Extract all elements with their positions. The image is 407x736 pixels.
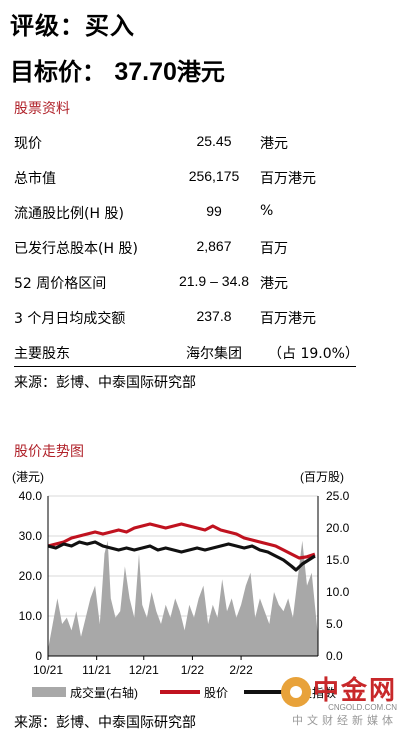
coin-icon: [280, 676, 311, 707]
row-label: 现价: [14, 136, 42, 152]
watermark: 中金网 CNGOLD.COM.CN 中文财经新媒体: [280, 670, 397, 728]
row-label: 流通股比例(H 股): [14, 206, 124, 222]
row-value: 99: [206, 203, 222, 219]
trend-source: 来源：彭博、中泰国际研究部: [14, 715, 196, 731]
rating: 评级：买入: [10, 12, 135, 40]
row-unit: 港元: [260, 276, 288, 292]
axes: 0 10.0 20.0 30.0 40.0 0.0 5.0 10.0 15.0 20.0 25.0 1…: [19, 489, 350, 677]
y-left-tick-label: 10.0: [19, 609, 43, 623]
price-line: [47, 522, 316, 560]
watermark-domain: CNGOLD.COM.CN: [328, 703, 397, 712]
row-unit: 百万港元: [260, 171, 316, 187]
index-line: [47, 540, 316, 572]
legend-label-price: 股价: [204, 686, 228, 700]
legend-swatch-volume: [32, 687, 66, 697]
table-row: 3 个月日均成交额 237.8 百万港元: [14, 300, 360, 335]
row-label: 3 个月日均成交额: [14, 311, 126, 327]
x-tick-label: 11/21: [82, 663, 111, 677]
y-right-tick-label: 0.0: [326, 649, 343, 663]
target-price-value: 37.70: [114, 58, 177, 86]
row-value: 256,175: [188, 168, 240, 184]
x-tick-label: 12/21: [129, 663, 159, 677]
watermark-tagline: 中文财经新媒体: [292, 714, 397, 727]
row-label: 已发行总股本(H 股): [14, 241, 138, 257]
row-value: 237.8: [196, 308, 232, 324]
y-right-axis-label: (百万股): [300, 470, 344, 484]
x-tick-label: 10/21: [33, 663, 63, 677]
row-label: 52 周价格区间: [14, 276, 107, 292]
y-right-tick-label: 25.0: [326, 489, 350, 503]
table-row: 现价 25.45 港元: [14, 125, 360, 160]
volume-area: [48, 540, 318, 656]
row-value: 海尔集团: [186, 346, 242, 362]
y-right-tick-label: 5.0: [326, 617, 343, 631]
target-price: 目标价： 37.70港元: [10, 52, 225, 87]
watermark-logo: 中金网: [280, 670, 397, 707]
table-row: 流通股比例(H 股) 99 %: [14, 195, 360, 230]
row-unit: %: [260, 203, 274, 219]
target-price-unit: 港元: [176, 58, 225, 86]
row-value: 25.45: [196, 133, 232, 149]
line-series: [47, 522, 316, 572]
target-price-label: 目标价：: [10, 58, 106, 86]
row-label: 总市值: [14, 171, 56, 187]
row-value: 21.9 – 34.8: [178, 273, 250, 289]
table-row: 总市值 256,175 百万港元: [14, 160, 360, 195]
table-row: 已发行总股本(H 股) 2,867 百万: [14, 230, 360, 265]
y-left-tick-label: 30.0: [19, 529, 43, 543]
y-left-tick-label: 0: [35, 649, 42, 663]
y-right-tick-label: 20.0: [326, 521, 350, 535]
legend-label-volume: 成交量(右轴): [70, 685, 138, 700]
y-left-tick-label: 40.0: [19, 489, 43, 503]
y-right-tick-label: 15.0: [326, 553, 350, 567]
row-unit: 百万: [260, 241, 288, 257]
table-row: 主要股东 海尔集团 （占 19.0%）: [14, 335, 360, 370]
row-unit: 百万港元: [260, 311, 316, 327]
row-unit: 港元: [260, 136, 288, 152]
row-unit: （占 19.0%）: [268, 346, 359, 362]
table-divider: [14, 366, 356, 367]
y-right-tick-label: 10.0: [326, 585, 350, 599]
stock-info-table: 现价 25.45 港元 总市值 256,175 百万港元 流通股比例(H 股) …: [14, 125, 360, 370]
row-value: 2,867: [196, 238, 232, 254]
stock-info-source: 来源：彭博、中泰国际研究部: [14, 375, 196, 391]
x-tick-label: 2/22: [229, 663, 253, 677]
row-label: 主要股东: [14, 346, 70, 362]
trend-title: 股价走势图: [14, 444, 84, 460]
price-trend-chart: (港元) (百万股) 0 10.0 20.0 30.0 40.0 0.0 5.0 10.0 15…: [12, 470, 350, 700]
x-tick-label: 1/22: [181, 663, 205, 677]
table-row: 52 周价格区间 21.9 – 34.8 港元: [14, 265, 360, 300]
y-left-tick-label: 20.0: [19, 569, 43, 583]
volume-series: [48, 540, 318, 656]
y-left-axis-label: (港元): [12, 470, 44, 484]
stock-info-title: 股票资料: [14, 101, 70, 117]
